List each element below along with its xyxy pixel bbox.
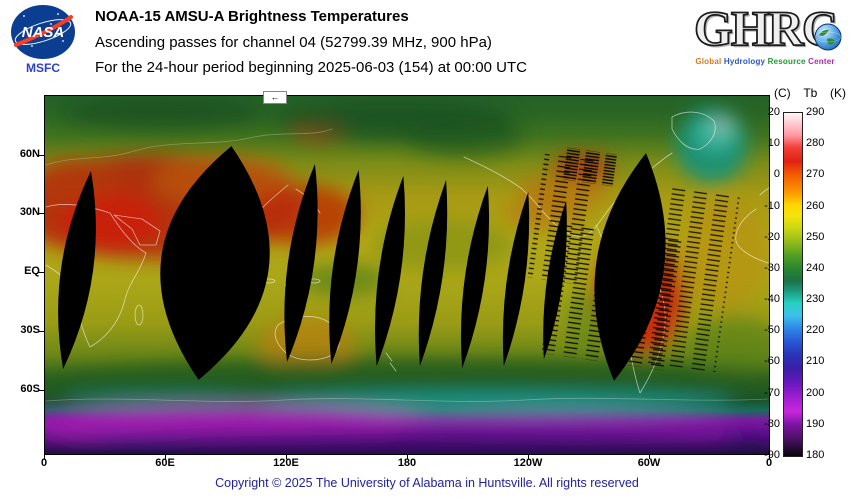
kelvin-tick-label: 180 bbox=[806, 449, 825, 461]
celsius-tick-label: -30 bbox=[764, 262, 780, 274]
axis-tick bbox=[286, 455, 287, 459]
celsius-tick-label: 10 bbox=[767, 137, 780, 149]
axis-tick bbox=[39, 213, 44, 214]
x-tick-label: 60W bbox=[637, 457, 661, 469]
ghrc-acronym: GHRC bbox=[693, 0, 839, 56]
tagline-word: Resource bbox=[767, 57, 806, 66]
scan-direction-marker: ← bbox=[263, 91, 287, 104]
axis-tick bbox=[649, 455, 650, 459]
x-tick-label: 180 bbox=[397, 457, 417, 469]
tagline-word: Hydrology bbox=[723, 57, 766, 66]
celsius-tick-label: -10 bbox=[764, 200, 780, 212]
brightness-temperature-map bbox=[4, 95, 807, 459]
x-tick-label: 60E bbox=[155, 457, 175, 469]
kelvin-tick-label: 240 bbox=[806, 262, 825, 274]
celsius-tick-label: -80 bbox=[764, 418, 780, 430]
x-tick-label: 120W bbox=[513, 457, 543, 469]
title-block: NOAA-15 AMSU-A Brightness Temperatures A… bbox=[95, 8, 527, 84]
axis-tick bbox=[39, 155, 44, 156]
celsius-tick-label: 0 bbox=[773, 168, 780, 180]
kelvin-tick-label: 190 bbox=[806, 418, 825, 430]
x-tick-label: 120E bbox=[273, 457, 299, 469]
axis-tick bbox=[165, 455, 166, 459]
axis-tick bbox=[528, 455, 529, 459]
axis-tick bbox=[39, 331, 44, 332]
x-tick-label: 0 bbox=[40, 457, 48, 469]
subtitle-period: For the 24-hour period beginning 2025-06… bbox=[95, 59, 527, 76]
copyright-text: Copyright © 2025 The University of Alaba… bbox=[215, 476, 639, 490]
axis-tick bbox=[39, 390, 44, 391]
axis-tick bbox=[39, 272, 44, 273]
map-frame bbox=[44, 95, 770, 455]
kelvin-tick-label: 220 bbox=[806, 324, 825, 336]
y-tick-label: 30S bbox=[20, 324, 40, 336]
kelvin-tick-label: 290 bbox=[806, 106, 825, 118]
kelvin-tick-label: 260 bbox=[806, 200, 825, 212]
kelvin-tick-label: 270 bbox=[806, 168, 825, 180]
msfc-label: MSFC bbox=[26, 61, 60, 75]
y-tick-label: EQ bbox=[24, 265, 40, 277]
kelvin-tick-label: 250 bbox=[806, 231, 825, 243]
celsius-tick-label: -40 bbox=[764, 293, 780, 305]
celsius-tick-label: 20 bbox=[767, 106, 780, 118]
globe-icon bbox=[814, 23, 842, 51]
ghrc-tagline: Global Hydrology Resource Center bbox=[680, 57, 850, 66]
colorbar-units: (C) Tb (K) bbox=[774, 86, 846, 100]
x-tick-label: 0 bbox=[765, 457, 773, 469]
celsius-tick-label: -70 bbox=[764, 387, 780, 399]
y-tick-label: 60N bbox=[19, 148, 40, 160]
axis-tick bbox=[769, 455, 770, 459]
y-tick-label: 30N bbox=[19, 206, 40, 218]
celsius-tick-label: -90 bbox=[764, 449, 780, 461]
y-tick-label: 60S bbox=[20, 383, 40, 395]
colorbar-gradient bbox=[783, 112, 803, 457]
kelvin-tick-label: 200 bbox=[806, 387, 825, 399]
kelvin-tick-label: 280 bbox=[806, 137, 825, 149]
celsius-tick-label: -60 bbox=[764, 355, 780, 367]
ghrc-logo: GHRC Global Hydrology Resource Center bbox=[680, 0, 850, 66]
colorbar-unit-celsius: (C) bbox=[774, 86, 791, 100]
nasa-logo-text: NASA bbox=[22, 24, 65, 41]
tagline-word: Center bbox=[808, 57, 835, 66]
page-title: NOAA-15 AMSU-A Brightness Temperatures bbox=[95, 8, 409, 25]
axis-tick bbox=[44, 455, 45, 459]
colorbar-unit-tb: Tb bbox=[803, 86, 818, 100]
subtitle-channel: Ascending passes for channel 04 (52799.3… bbox=[95, 34, 492, 51]
nasa-logo-icon: NASA bbox=[11, 5, 75, 59]
celsius-tick-label: -20 bbox=[764, 231, 780, 243]
map-plot bbox=[4, 95, 807, 459]
kelvin-tick-label: 230 bbox=[806, 293, 825, 305]
tagline-word: Global bbox=[695, 57, 722, 66]
colorbar-unit-kelvin: (K) bbox=[830, 86, 846, 100]
scan-lines bbox=[527, 147, 741, 373]
celsius-tick-label: -50 bbox=[764, 324, 780, 336]
axis-tick bbox=[407, 455, 408, 459]
kelvin-tick-label: 210 bbox=[806, 355, 825, 367]
